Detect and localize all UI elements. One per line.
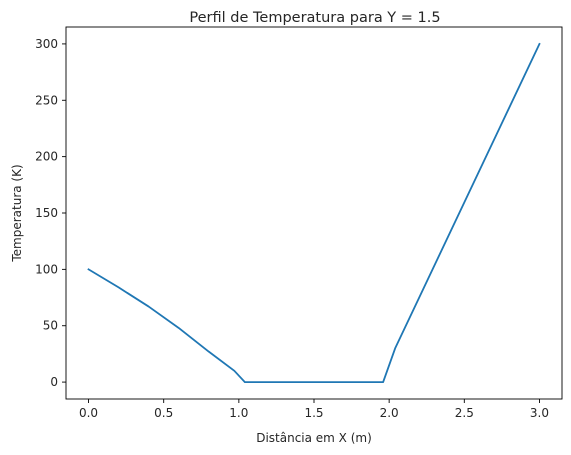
y-tick-label: 0 [50, 375, 58, 389]
x-axis: 0.0 0.5 1.0 1.5 2.0 2.5 3.0 [79, 399, 549, 420]
y-tick-label: 300 [35, 37, 58, 51]
chart-title: Perfil de Temperatura para Y = 1.5 [189, 10, 440, 26]
plot-background [66, 27, 562, 399]
y-tick-label: 50 [43, 319, 58, 333]
y-axis-label: Temperatura (K) [10, 164, 24, 262]
y-tick-label: 250 [35, 93, 58, 107]
x-tick-label: 0.0 [79, 406, 98, 420]
y-axis: 0 50 100 150 200 250 300 [35, 37, 66, 389]
y-tick-label: 100 [35, 262, 58, 276]
y-tick-label: 200 [35, 150, 58, 164]
x-axis-label: Distância em X (m) [256, 431, 372, 445]
x-tick-label: 2.5 [455, 406, 474, 420]
x-tick-label: 3.0 [530, 406, 549, 420]
plot-area [66, 27, 562, 399]
x-tick-label: 2.0 [380, 406, 399, 420]
x-tick-label: 1.0 [229, 406, 248, 420]
y-tick-label: 150 [35, 206, 58, 220]
x-tick-label: 1.5 [304, 406, 323, 420]
x-tick-label: 0.5 [154, 406, 173, 420]
